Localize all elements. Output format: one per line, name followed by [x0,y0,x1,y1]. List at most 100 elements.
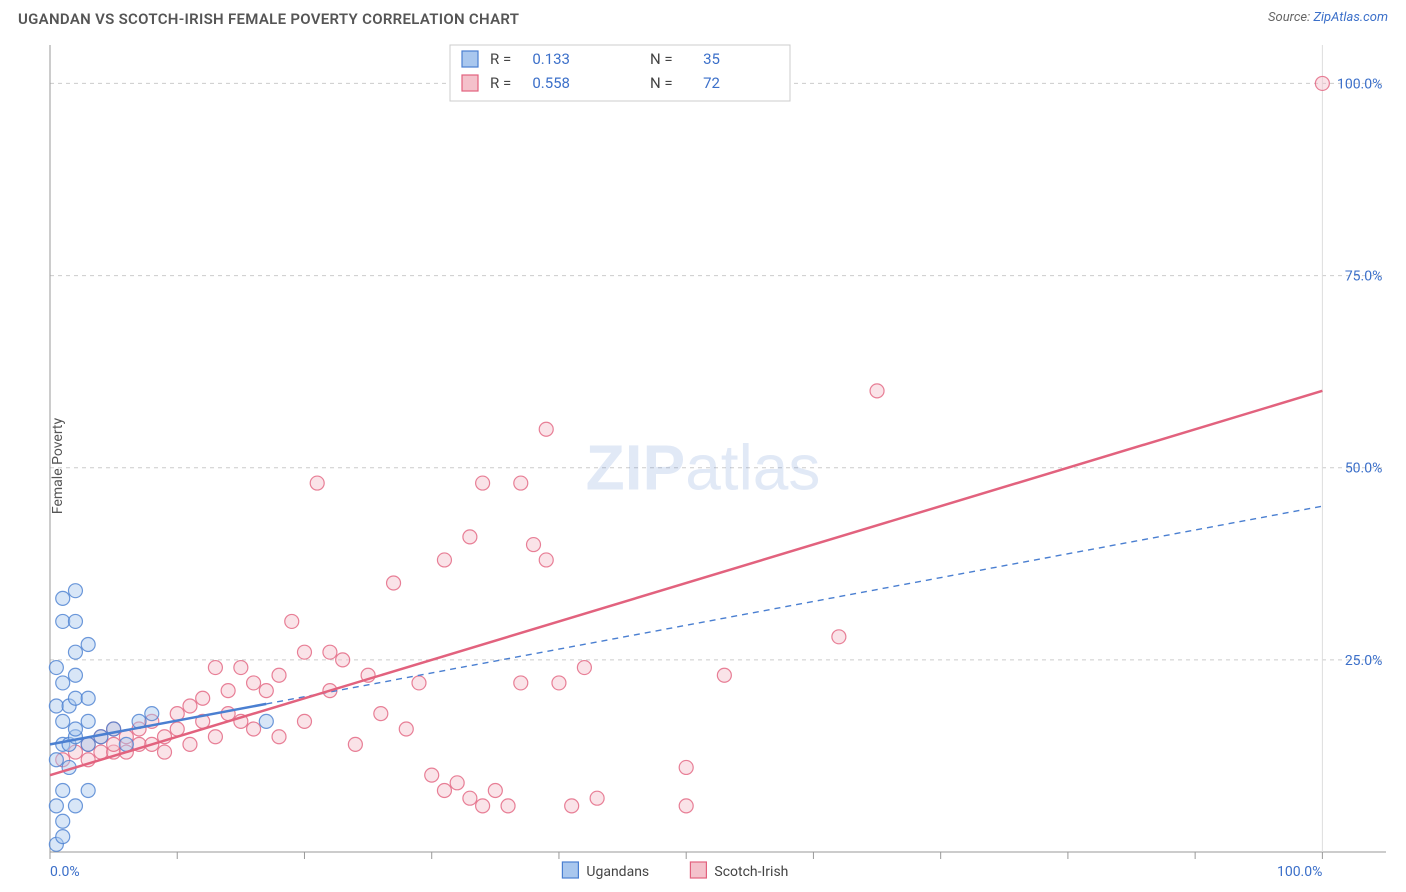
scatter-point [49,799,63,813]
svg-text:0.133: 0.133 [532,50,570,68]
scatter-point [539,553,553,567]
scatter-point [81,637,95,651]
scatter-point [247,722,261,736]
svg-text:35: 35 [703,50,720,68]
trend-line-extrapolated [266,506,1322,704]
legend-label: Scotch-Irish [714,864,788,880]
scatter-point [247,676,261,690]
legend-swatch [690,862,706,878]
scatter-point [527,538,541,552]
scatter-point [437,784,451,798]
scatter-point [552,676,566,690]
scatter-point [272,668,286,682]
scatter-point [348,737,362,751]
scatter-point [56,614,70,628]
scatter-point [514,676,528,690]
source-link[interactable]: ZipAtlas.com [1313,10,1388,25]
scatter-point [119,737,133,751]
svg-text:75.0%: 75.0% [1345,269,1383,285]
scatter-point [234,661,248,675]
svg-text:N =: N = [650,50,673,68]
scatter-point [94,745,108,759]
scatter-point [437,553,451,567]
scatter-point [196,691,210,705]
scatter-point [488,784,502,798]
scatter-point [49,753,63,767]
scatter-point [56,591,70,605]
svg-text:ZIPatlas: ZIPatlas [586,432,821,504]
scatter-point [68,668,82,682]
source-label: Source: ZipAtlas.com [1268,10,1388,25]
legend-label: Ugandans [586,864,649,880]
scatter-point [183,737,197,751]
svg-text:50.0%: 50.0% [1345,461,1383,477]
scatter-point [81,737,95,751]
svg-text:0.0%: 0.0% [50,864,80,880]
scatter-point [68,799,82,813]
scatter-point [68,614,82,628]
svg-text:72: 72 [703,74,720,92]
y-axis-label: Female Poverty [50,418,66,514]
legend-swatch [562,862,578,878]
scatter-point [514,476,528,490]
scatter-point [463,530,477,544]
scatter-point [463,791,477,805]
legend-swatch [462,51,478,67]
scatter-point [158,745,172,759]
scatter-point [56,784,70,798]
scatter-point [208,730,222,744]
scatter-point [336,653,350,667]
scatter-point [208,661,222,675]
scatter-point [81,714,95,728]
scatter-point [68,584,82,598]
scatter-point [870,384,884,398]
scatter-point [259,714,273,728]
scatter-point [450,776,464,790]
scatter-point [81,784,95,798]
scatter-point [68,691,82,705]
scatter-point [221,684,235,698]
scatter-point [259,684,273,698]
scatter-point [425,768,439,782]
chart-title: UGANDAN VS SCOTCH-IRISH FEMALE POVERTY C… [18,10,519,28]
correlation-scatter-chart: ZIPatlas0.0%100.0%25.0%50.0%75.0%100.0%R… [0,40,1406,892]
scatter-point [412,676,426,690]
scatter-point [56,830,70,844]
scatter-point [297,714,311,728]
legend-swatch [462,75,478,91]
scatter-point [297,645,311,659]
scatter-point [272,730,286,744]
scatter-point [323,645,337,659]
svg-text:0.558: 0.558 [532,74,570,92]
scatter-point [590,791,604,805]
scatter-point [68,722,82,736]
scatter-point [310,476,324,490]
scatter-point [476,476,490,490]
scatter-point [679,760,693,774]
scatter-point [81,691,95,705]
scatter-point [68,645,82,659]
scatter-point [577,661,591,675]
scatter-point [56,814,70,828]
scatter-point [170,722,184,736]
scatter-point [107,737,121,751]
svg-text:100.0%: 100.0% [1337,76,1382,92]
svg-text:N =: N = [650,74,673,92]
scatter-point [399,722,413,736]
svg-text:25.0%: 25.0% [1345,653,1383,669]
chart-area: Female Poverty ZIPatlas 0.0% 100.0% 25.0% 50… [0,40,1406,892]
scatter-point [539,422,553,436]
svg-text:R =: R = [490,50,511,68]
scatter-point [145,707,159,721]
scatter-point [374,707,388,721]
scatter-point [501,799,515,813]
scatter-point [49,699,63,713]
scatter-point [183,699,197,713]
chart-header: UGANDAN VS SCOTCH-IRISH FEMALE POVERTY C… [0,0,1406,28]
scatter-point [717,668,731,682]
scatter-point [1315,76,1329,90]
scatter-point [285,614,299,628]
scatter-point [221,707,235,721]
scatter-point [565,799,579,813]
scatter-point [679,799,693,813]
